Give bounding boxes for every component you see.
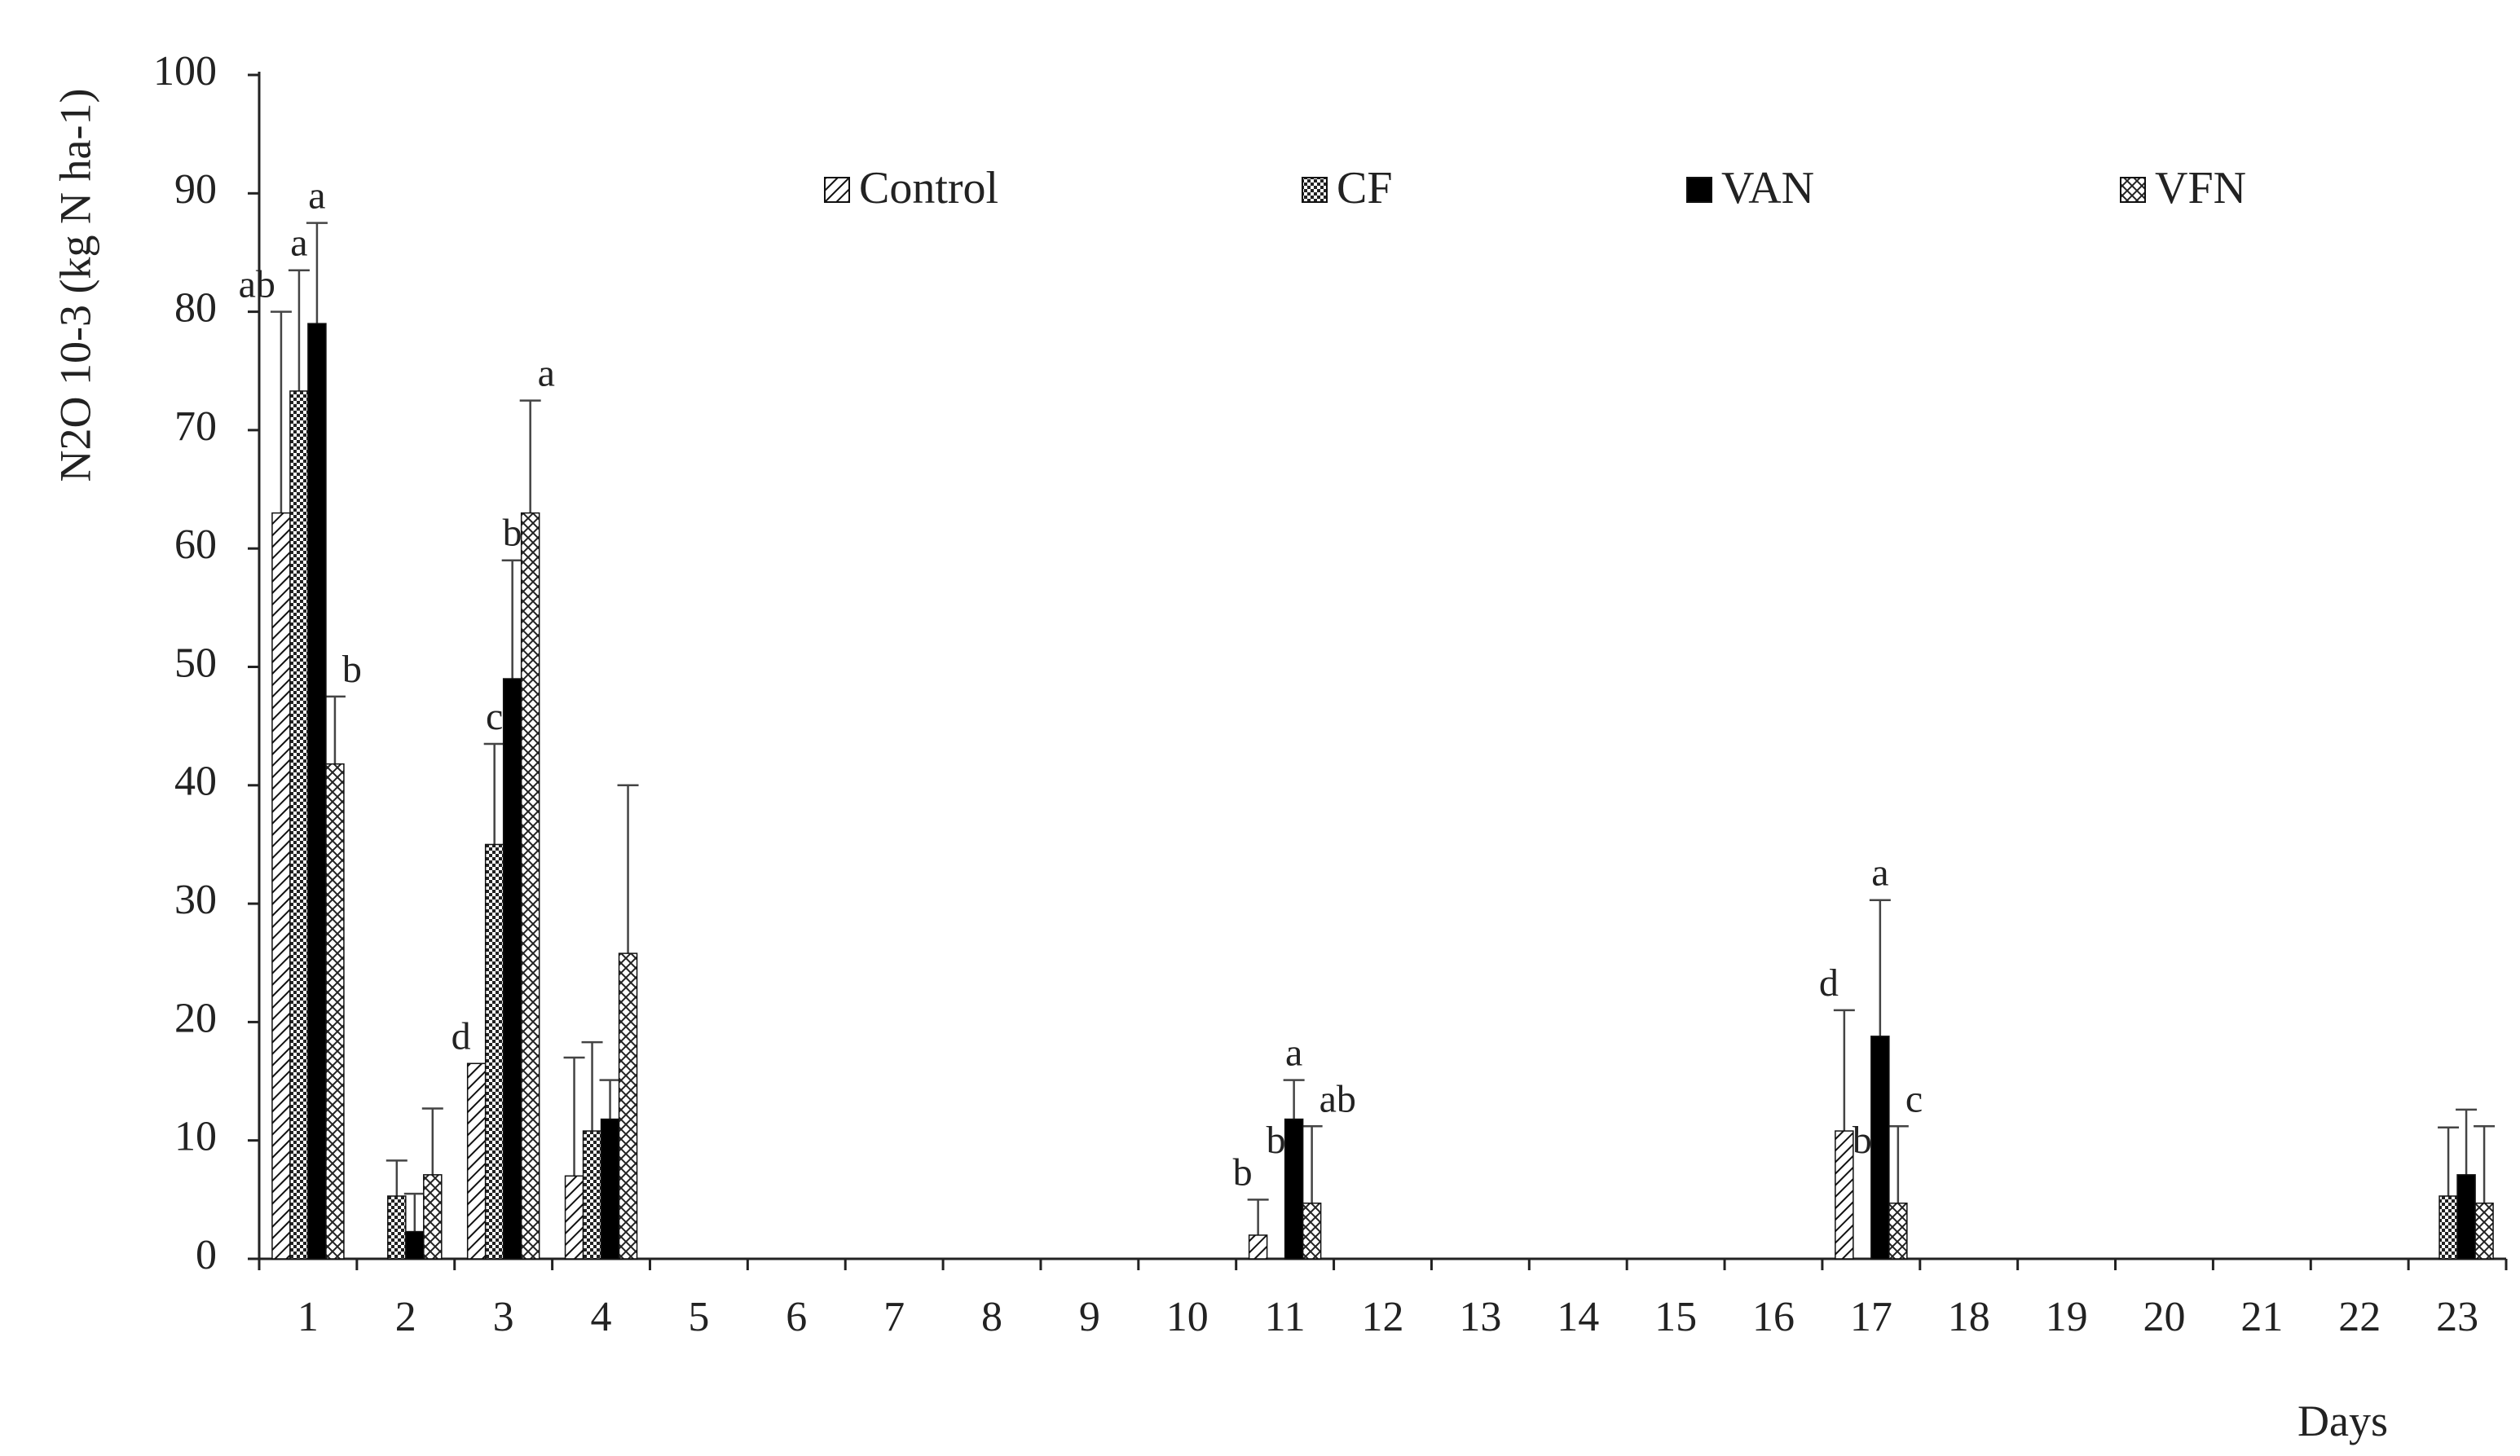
axes [258, 72, 2506, 1260]
legend-label-vfn: VFN [2155, 163, 2246, 213]
letter-cf-day-11: b [1267, 1119, 1286, 1162]
x-tick-label-19: 19 [2046, 1294, 2088, 1340]
bar-van-day-2 [405, 1230, 425, 1260]
bar-vfn-day-2 [423, 1174, 443, 1260]
bar-van-day-17 [1870, 1036, 1890, 1260]
x-tick-label-5: 5 [688, 1294, 709, 1340]
bar-control-day-11 [1248, 1234, 1268, 1260]
y-tick-label: 80 [174, 285, 217, 332]
x-tick-label-6: 6 [786, 1294, 807, 1340]
y-tick-label: 50 [174, 640, 217, 686]
y-axis-ticks: 0 10 20 30 40 50 60 70 80 90 100 [153, 48, 259, 1278]
letter-control-day-11: b [1233, 1150, 1253, 1194]
legend-swatch-vfn [2120, 177, 2146, 203]
letter-vfn-day-11: ab [1319, 1077, 1356, 1120]
legend-label-control: Control [859, 163, 998, 213]
x-tick-label-21: 21 [2240, 1294, 2283, 1340]
x-tick-label-4: 4 [591, 1294, 612, 1340]
bar-control-day-3 [466, 1062, 487, 1260]
x-tick-label-15: 15 [1654, 1294, 1697, 1340]
x-tick-label-17: 17 [1850, 1294, 1892, 1340]
letter-cf-day-3: c [486, 695, 503, 738]
y-tick-label: 70 [174, 403, 217, 450]
error-bars [270, 222, 2496, 1235]
x-tick-label-9: 9 [1079, 1294, 1100, 1340]
letter-vfn-day-1: b [342, 648, 362, 691]
bar-cf-day-2 [387, 1195, 407, 1260]
x-tick-label-3: 3 [493, 1294, 514, 1340]
x-tick-label-20: 20 [2143, 1294, 2185, 1340]
x-tick-label-22: 22 [2338, 1294, 2381, 1340]
y-tick-label: 10 [174, 1114, 217, 1160]
legend-swatch-cf [1302, 177, 1328, 203]
x-tick-label-8: 8 [981, 1294, 1002, 1340]
x-tick-label-7: 7 [883, 1294, 905, 1340]
bar-van-day-4 [600, 1118, 620, 1260]
y-tick-label: 30 [174, 877, 217, 923]
x-tick-label-1: 1 [297, 1294, 319, 1340]
y-tick-label: 60 [174, 521, 217, 568]
letter-van-day-11: a [1285, 1032, 1302, 1075]
x-tick-label-16: 16 [1752, 1294, 1795, 1340]
y-tick-label: 90 [174, 166, 217, 213]
bar-control-day-1 [271, 512, 291, 1260]
y-tick-label: 20 [174, 995, 217, 1041]
x-axis-ticks: 1 2 3 4 5 6 7 8 9 10 11 12 13 14 15 16 17 18 19 20 21 22 23 [258, 1259, 2508, 1340]
bar-cf-day-3 [484, 843, 504, 1260]
y-tick-label: 100 [153, 48, 217, 95]
letter-vfn-day-3: a [538, 352, 555, 395]
bar-cf-day-23 [2438, 1195, 2458, 1260]
bar-vfn-day-23 [2474, 1202, 2494, 1260]
x-tick-label-2: 2 [395, 1294, 416, 1340]
bar-van-day-23 [2456, 1174, 2476, 1260]
bars [271, 323, 2494, 1260]
legend-swatch-van [1686, 177, 1712, 203]
bar-vfn-day-17 [1888, 1202, 1908, 1260]
letter-cf-day-17: b [1853, 1119, 1872, 1162]
letter-control-day-1: ab [239, 263, 275, 306]
bar-van-day-1 [307, 323, 327, 1260]
bar-cf-day-4 [582, 1130, 602, 1260]
y-axis-title: N2O 10-3 (kg N ha-1) [51, 89, 99, 482]
bar-cf-day-1 [289, 390, 309, 1260]
x-tick-label-11: 11 [1265, 1294, 1306, 1340]
letter-van-day-17: a [1871, 851, 1888, 895]
legend: Control CF VAN VFN [824, 163, 2246, 213]
letter-van-day-3: b [503, 512, 522, 555]
x-axis-title: Days [2298, 1397, 2388, 1445]
y-tick-label: 0 [196, 1232, 217, 1278]
bar-vfn-day-1 [325, 763, 345, 1260]
letter-control-day-17: d [1819, 961, 1839, 1005]
bar-control-day-4 [564, 1175, 584, 1260]
bar-vfn-day-4 [618, 952, 638, 1260]
legend-swatch-control [824, 177, 850, 203]
bar-vfn-day-11 [1302, 1202, 1322, 1260]
x-tick-label-12: 12 [1362, 1294, 1404, 1340]
letter-control-day-3: d [452, 1014, 471, 1058]
x-tick-label-13: 13 [1459, 1294, 1501, 1340]
letter-van-day-1: a [308, 174, 325, 218]
legend-label-van: VAN [1721, 163, 1814, 213]
x-tick-label-18: 18 [1948, 1294, 1990, 1340]
bar-vfn-day-3 [520, 512, 540, 1260]
bar-van-day-3 [502, 678, 522, 1260]
x-tick-label-14: 14 [1557, 1294, 1599, 1340]
bar-control-day-17 [1835, 1130, 1854, 1260]
letter-vfn-day-17: c [1905, 1077, 1923, 1120]
legend-label-cf: CF [1337, 163, 1393, 213]
y-axis-title-text: N2O 10-3 (kg N ha-1) [51, 89, 99, 482]
y-tick-label: 40 [174, 759, 217, 805]
bar-van-day-11 [1284, 1118, 1304, 1260]
x-tick-label-23: 23 [2436, 1294, 2478, 1340]
x-tick-label-10: 10 [1166, 1294, 1209, 1340]
letter-cf-day-1: a [290, 222, 307, 265]
